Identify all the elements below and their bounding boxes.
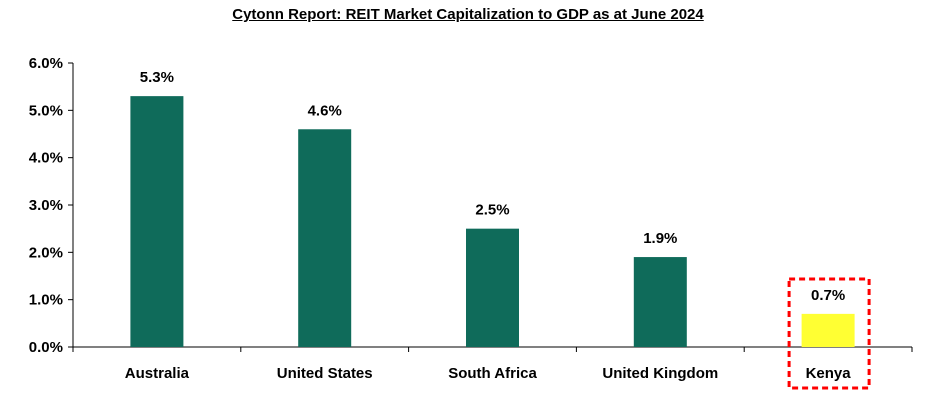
- data-label: 4.6%: [308, 102, 342, 119]
- data-label: 2.5%: [475, 202, 509, 219]
- bar: [466, 228, 519, 347]
- bar: [130, 96, 184, 347]
- label-group: 5.3% Australia 4.6% United States 2.5% South …: [125, 69, 871, 390]
- y-tick-label: 6.0%: [29, 55, 63, 72]
- y-tick-label: 5.0%: [29, 102, 63, 119]
- chart-axes: 0.0% 1.0% 2.0% 3.0% 4.0% 5.0% 6.0%: [29, 55, 913, 356]
- y-tick-label: 0.0%: [29, 339, 63, 356]
- category-label: Kenya: [806, 365, 852, 382]
- highlight-box: [787, 277, 871, 390]
- y-tick-label: 4.0%: [29, 150, 63, 167]
- category-label: South Africa: [448, 365, 537, 382]
- data-label: 5.3%: [140, 69, 174, 86]
- category-label: Australia: [125, 365, 190, 382]
- chart-title: Cytonn Report: REIT Market Capitalizatio…: [232, 6, 704, 23]
- bar: [801, 313, 855, 347]
- data-label: 1.9%: [643, 230, 677, 247]
- data-label: 0.7%: [811, 287, 845, 304]
- y-tick-label: 1.0%: [29, 292, 63, 309]
- bar: [298, 129, 352, 347]
- y-tick-label: 3.0%: [29, 197, 63, 214]
- category-label: United States: [277, 365, 373, 382]
- category-label: United Kingdom: [602, 365, 718, 382]
- y-tick-label: 2.0%: [29, 244, 63, 261]
- bar: [633, 257, 687, 347]
- bar-group: [130, 96, 855, 347]
